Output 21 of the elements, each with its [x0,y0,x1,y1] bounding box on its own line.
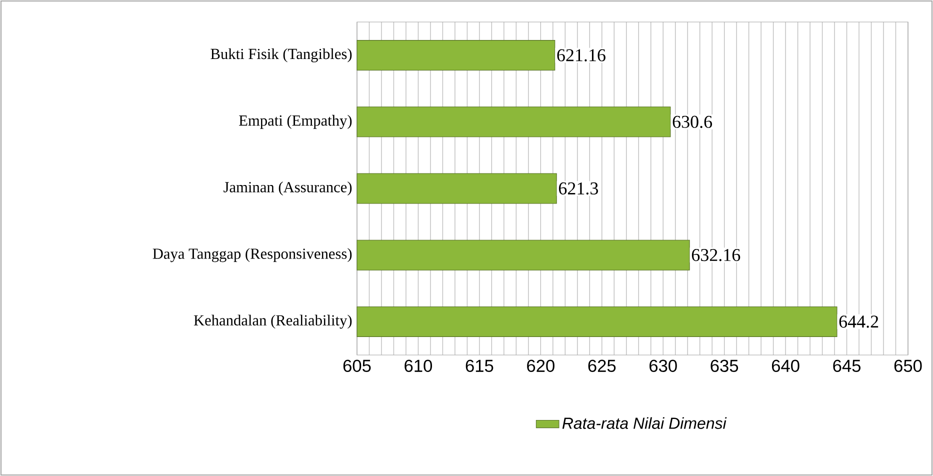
data-label: 630.6 [672,116,712,128]
x-tick-label: 620 [527,360,554,372]
y-tick-label: Empati (Empathy) [239,114,352,129]
x-tick-label: 645 [833,360,860,372]
x-tick-label: 625 [588,360,616,372]
x-tick-label: 650 [894,360,922,372]
x-tick-label: 615 [466,360,494,372]
x-tick-label: 635 [710,360,738,372]
data-label: 621.16 [557,49,606,62]
x-tick-label: 610 [404,360,432,372]
y-tick-label: Jaminan (Assurance) [224,182,352,196]
data-label: 621.3 [558,182,598,195]
data-label: 644.2 [839,316,878,328]
y-tick-label: Daya Tanggap (Responsiveness) [152,248,352,262]
y-tick-label: Bukti Fisik (Tangibles) [210,48,352,62]
data-label: 632.16 [692,249,740,262]
y-tick-label: Kehandalan (Realiability) [194,314,352,329]
x-tick-label: 630 [650,360,677,372]
x-tick-label: 640 [772,360,800,372]
x-tick-label: 605 [343,360,371,372]
legend-label: Rata-rata Nilai Dimensi [562,417,727,429]
